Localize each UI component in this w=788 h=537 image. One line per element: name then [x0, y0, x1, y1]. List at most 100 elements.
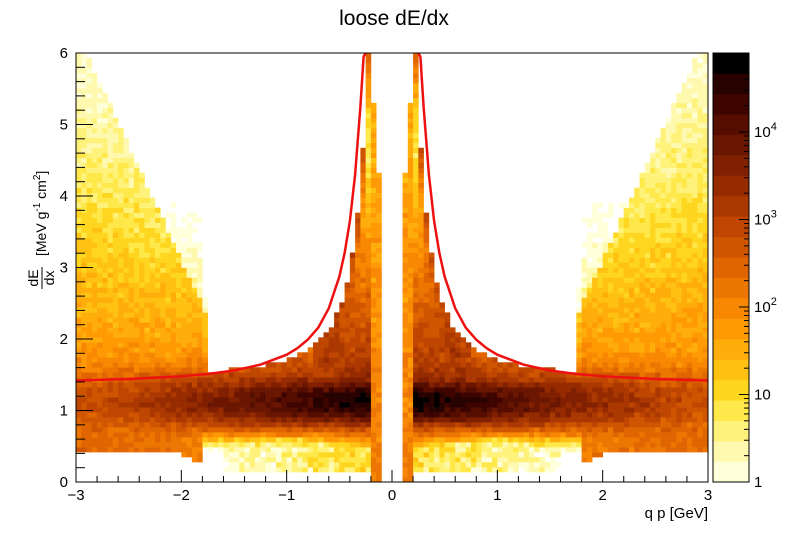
heatmap-cell [423, 412, 430, 418]
heatmap-cell [176, 272, 182, 278]
heatmap-cell [544, 382, 551, 388]
heatmap-cell [86, 427, 93, 433]
heatmap-cell [107, 347, 114, 353]
heatmap-cell [365, 127, 372, 134]
heatmap-cell [513, 367, 519, 373]
heatmap-cell [123, 282, 129, 288]
heatmap-cell [191, 342, 198, 348]
heatmap-cell [555, 392, 561, 398]
heatmap-cell [465, 387, 472, 393]
heatmap-cell [644, 162, 651, 169]
heatmap-cell [234, 437, 240, 443]
heatmap-cell [118, 197, 124, 203]
heatmap-cell [592, 327, 598, 333]
heatmap-cell [465, 412, 472, 418]
heatmap-cell [655, 342, 661, 348]
heatmap-cell [202, 417, 208, 423]
heatmap-cell [234, 452, 240, 458]
heatmap-cell [102, 257, 108, 263]
heatmap-cell [186, 232, 193, 238]
heatmap-cell [402, 397, 409, 403]
heatmap-cell [523, 372, 530, 378]
heatmap-cell [665, 147, 672, 154]
heatmap-cell [186, 322, 193, 328]
heatmap-cell [81, 112, 87, 119]
heatmap-cell [365, 457, 372, 463]
heatmap-cell [186, 452, 193, 458]
heatmap-cell [181, 392, 187, 398]
heatmap-cell [692, 427, 698, 433]
heatmap-cell [128, 357, 135, 363]
heatmap-cell [170, 332, 177, 338]
heatmap-cell [81, 212, 87, 218]
heatmap-cell [365, 467, 372, 473]
heatmap-cell [465, 342, 472, 348]
heatmap-cell [481, 412, 488, 418]
heatmap-cell [523, 462, 530, 468]
heatmap-cell [644, 247, 651, 253]
heatmap-cell [623, 222, 630, 228]
heatmap-cell [681, 207, 688, 213]
heatmap-cell [344, 412, 351, 418]
heatmap-cell [439, 377, 445, 383]
heatmap-cell [228, 382, 235, 388]
heatmap-cell [465, 372, 472, 378]
heatmap-cell [702, 382, 709, 388]
heatmap-cell [281, 367, 287, 373]
heatmap-cell [107, 197, 114, 203]
heatmap-cell [681, 357, 688, 363]
heatmap-cell [681, 417, 688, 423]
heatmap-cell [318, 422, 324, 428]
heatmap-cell [650, 337, 656, 343]
heatmap-cell [686, 392, 693, 398]
heatmap-cell [613, 362, 619, 368]
heatmap-cell [155, 447, 161, 453]
heatmap-cell [534, 382, 540, 388]
heatmap-cell [244, 457, 251, 463]
heatmap-cell [402, 462, 409, 468]
heatmap-cell [476, 437, 482, 443]
heatmap-cell [255, 442, 261, 448]
heatmap-cell [634, 272, 640, 278]
heatmap-cell [249, 452, 256, 458]
heatmap-cell [139, 197, 145, 203]
heatmap-cell [586, 317, 593, 323]
heatmap-cell [613, 387, 619, 393]
heatmap-cell [155, 282, 161, 288]
heatmap-cell [492, 377, 498, 383]
heatmap-cell [144, 307, 151, 313]
heatmap-cell [697, 232, 704, 238]
heatmap-cell [407, 392, 414, 398]
heatmap-cell [355, 452, 361, 458]
heatmap-cell [407, 437, 414, 443]
heatmap-cell [660, 402, 667, 408]
heatmap-cell [629, 207, 635, 213]
heatmap-cell [423, 342, 430, 348]
heatmap-cell [191, 252, 198, 258]
heatmap-cell [471, 382, 477, 388]
heatmap-cell [613, 402, 619, 408]
heatmap-cell [155, 232, 161, 238]
heatmap-cell [370, 302, 377, 308]
heatmap-cell [165, 232, 172, 238]
heatmap-cell [423, 422, 430, 428]
heatmap-cell [370, 462, 377, 468]
heatmap-cell [476, 372, 482, 378]
heatmap-cell [634, 432, 640, 438]
heatmap-cell [565, 382, 572, 388]
heatmap-cell [697, 287, 704, 293]
heatmap-cell [302, 382, 309, 388]
heatmap-cell [128, 292, 135, 298]
heatmap-cell [128, 192, 135, 198]
heatmap-cell [155, 287, 161, 293]
heatmap-cell [186, 422, 193, 428]
heatmap-cell [107, 272, 114, 278]
heatmap-cell [407, 312, 414, 318]
heatmap-cell [112, 292, 119, 298]
heatmap-cell [639, 332, 646, 338]
heatmap-cell [76, 112, 82, 119]
heatmap-cell [644, 252, 651, 258]
heatmap-cell [86, 387, 93, 393]
heatmap-cell [607, 362, 614, 368]
heatmap-cell [455, 427, 461, 433]
